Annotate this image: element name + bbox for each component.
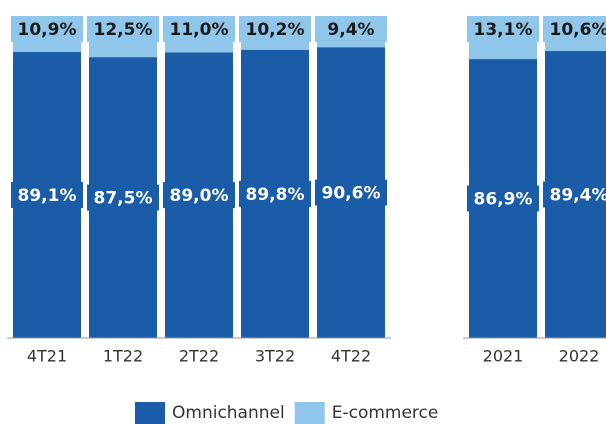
data-label-box — [87, 184, 159, 211]
x-tick-label: 3T22 — [255, 347, 295, 366]
x-tick-label: 1T22 — [103, 347, 143, 366]
data-label: 87,5% — [94, 189, 153, 209]
data-label: 89,1% — [18, 186, 77, 206]
data-label-box — [11, 181, 83, 208]
x-tick-label: 2T22 — [179, 347, 219, 366]
data-label-box — [239, 180, 311, 207]
data-label: 10,9% — [18, 20, 77, 40]
data-label-box — [467, 16, 539, 42]
x-tick-label: 4T22 — [331, 347, 371, 366]
data-label-box — [315, 16, 387, 42]
data-label-box — [543, 181, 606, 208]
data-label: 9,4% — [327, 20, 374, 40]
data-label: 12,5% — [94, 20, 153, 40]
data-label-box — [467, 185, 539, 212]
data-label: 89,8% — [246, 185, 305, 205]
legend-swatch — [294, 402, 325, 424]
data-label: 89,0% — [170, 186, 229, 206]
data-label-box — [87, 16, 159, 42]
data-label: 10,6% — [550, 20, 606, 40]
data-label-box — [543, 16, 606, 42]
data-label: 11,0% — [170, 20, 229, 40]
x-tick-label: 2021 — [483, 347, 524, 366]
legend-swatch — [135, 402, 165, 424]
legend-label: E-commerce — [332, 403, 439, 423]
data-label: 86,9% — [474, 190, 533, 210]
data-label: 10,2% — [246, 20, 305, 40]
data-label-box — [11, 16, 83, 42]
data-label-box — [239, 16, 311, 42]
data-label: 13,1% — [474, 20, 533, 40]
data-label: 90,6% — [322, 184, 381, 204]
data-label-box — [163, 16, 235, 42]
x-tick-label: 4T21 — [27, 347, 67, 366]
data-label-box — [163, 182, 235, 209]
data-label: 89,4% — [550, 186, 606, 206]
data-label-box — [315, 179, 387, 206]
legend-label: Omnichannel — [172, 403, 285, 423]
x-tick-label: 2022 — [559, 347, 600, 366]
